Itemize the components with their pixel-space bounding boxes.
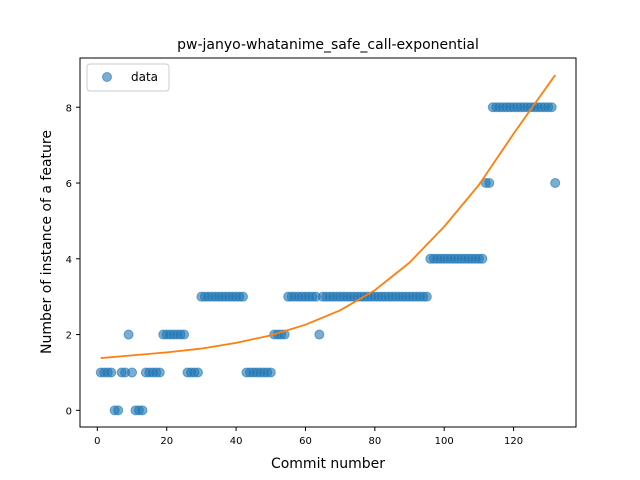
data-point <box>546 102 557 113</box>
axes-frame <box>79 57 577 428</box>
data-point <box>238 291 249 302</box>
data-point <box>106 367 117 378</box>
data-point <box>265 367 276 378</box>
legend: data <box>86 63 170 92</box>
x-axis-ticks: 0 20 40 60 80 100 120 <box>94 427 523 447</box>
chart-title: pw-janyo-whatanime_safe_call-exponential <box>177 37 479 53</box>
y-tick-label: 0 <box>66 406 72 417</box>
data-point <box>421 291 432 302</box>
x-tick-label: 20 <box>160 436 173 447</box>
fit-line-layer <box>100 74 556 359</box>
data-point <box>314 329 325 340</box>
data-point <box>154 367 165 378</box>
x-tick-label: 80 <box>368 436 381 447</box>
legend-label-data: data <box>131 70 158 84</box>
x-tick-label: 120 <box>504 436 523 447</box>
data-point <box>127 367 138 378</box>
y-tick-label: 4 <box>66 255 72 266</box>
x-axis-label: Commit number <box>271 456 385 472</box>
fit-line <box>100 74 556 359</box>
x-tick-label: 0 <box>94 436 100 447</box>
x-tick-label: 60 <box>299 436 312 447</box>
data-point <box>179 329 190 340</box>
data-point <box>137 405 148 416</box>
data-point <box>484 178 495 189</box>
x-tick-label: 40 <box>230 436 243 447</box>
y-tick-label: 2 <box>66 331 72 342</box>
data-point <box>113 405 124 416</box>
data-point <box>192 367 203 378</box>
y-axis-label: Number of instance of a feature <box>39 130 55 354</box>
x-tick-label: 100 <box>435 436 454 447</box>
data-point <box>123 329 134 340</box>
y-tick-label: 6 <box>66 179 72 190</box>
plot-area <box>95 74 561 416</box>
legend-marker-data <box>102 72 112 82</box>
data-point <box>477 253 488 264</box>
y-tick-label: 8 <box>66 103 72 114</box>
data-points <box>95 102 561 416</box>
legend-box <box>86 63 170 92</box>
y-axis-ticks: 0 2 4 6 8 <box>66 103 80 417</box>
data-point <box>550 178 561 189</box>
